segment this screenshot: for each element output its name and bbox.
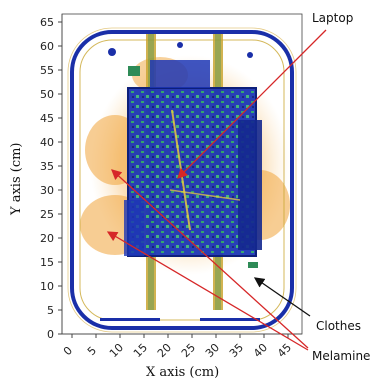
x-tick-label: 0 <box>61 344 75 358</box>
y-axis: 0 5 10 15 20 25 30 35 40 45 50 55 60 65 <box>40 14 63 341</box>
y-tick: 40 <box>40 136 62 149</box>
y-tick: 50 <box>40 88 62 101</box>
y-tick: 10 <box>40 280 62 293</box>
y-tick: 5 <box>47 304 62 317</box>
x-axis: 0 5 10 15 20 25 30 35 40 45 <box>61 333 302 360</box>
y-tick: 65 <box>40 16 62 29</box>
melamine-arrow-1 <box>111 169 309 349</box>
laptop-region <box>128 88 256 256</box>
x-tick-label: 15 <box>131 341 150 360</box>
x-tick: 20 <box>155 334 174 360</box>
x-tick: 5 <box>85 334 99 358</box>
x-tick: 0 <box>61 334 75 358</box>
y-tick-label: 10 <box>40 280 54 293</box>
x-tick-label: 5 <box>85 344 99 358</box>
y-tick: 60 <box>40 40 62 53</box>
clothes-arrow <box>253 277 311 317</box>
y-tick: 35 <box>40 160 62 173</box>
annotation-clothes: Clothes <box>253 277 361 333</box>
x-tick: 30 <box>203 334 222 360</box>
melamine-arrow-2 <box>106 231 309 351</box>
x-tick-label: 30 <box>203 341 222 360</box>
y-tick-label: 20 <box>40 232 54 245</box>
annotation-melamine: Melamine <box>106 169 370 363</box>
x-axis-label: X axis (cm) <box>146 365 219 379</box>
x-tick: 40 <box>251 334 270 360</box>
y-tick: 15 <box>40 256 62 269</box>
y-tick-label: 30 <box>40 184 54 197</box>
y-tick-label: 55 <box>40 64 54 77</box>
x-tick-label: 25 <box>179 341 198 360</box>
y-tick-label: 50 <box>40 88 54 101</box>
y-tick: 25 <box>40 208 62 221</box>
x-tick-label: 45 <box>275 341 294 360</box>
y-tick: 20 <box>40 232 62 245</box>
y-tick-label: 25 <box>40 208 54 221</box>
y-tick-label: 40 <box>40 136 54 149</box>
melamine-label: Melamine <box>312 349 370 363</box>
x-tick-label: 35 <box>227 341 246 360</box>
x-tick: 10 <box>107 334 126 360</box>
y-tick: 45 <box>40 112 62 125</box>
y-tick-label: 60 <box>40 40 54 53</box>
annotation-laptop: Laptop <box>177 11 353 179</box>
xray-image <box>67 27 297 333</box>
y-tick-label: 15 <box>40 256 54 269</box>
y-tick: 0 <box>47 328 62 341</box>
y-tick: 55 <box>40 64 62 77</box>
x-tick: 25 <box>179 334 198 360</box>
laptop-label: Laptop <box>312 11 353 25</box>
x-tick-label: 20 <box>155 341 174 360</box>
y-tick-label: 0 <box>47 328 54 341</box>
y-tick-label: 5 <box>47 304 54 317</box>
y-axis-label: Y axis (cm) <box>9 142 24 216</box>
x-tick-label: 10 <box>107 341 126 360</box>
laptop-arrow <box>177 29 327 179</box>
x-tick: 15 <box>131 334 150 360</box>
x-tick: 35 <box>227 334 246 360</box>
suitcase-outer-frame <box>70 30 294 330</box>
y-tick-label: 65 <box>40 16 54 29</box>
x-tick: 45 <box>275 334 294 360</box>
x-tick-label: 40 <box>251 341 270 360</box>
clothes-label: Clothes <box>316 319 361 333</box>
y-tick: 30 <box>40 184 62 197</box>
y-tick-label: 45 <box>40 112 54 125</box>
y-tick-label: 35 <box>40 160 54 173</box>
